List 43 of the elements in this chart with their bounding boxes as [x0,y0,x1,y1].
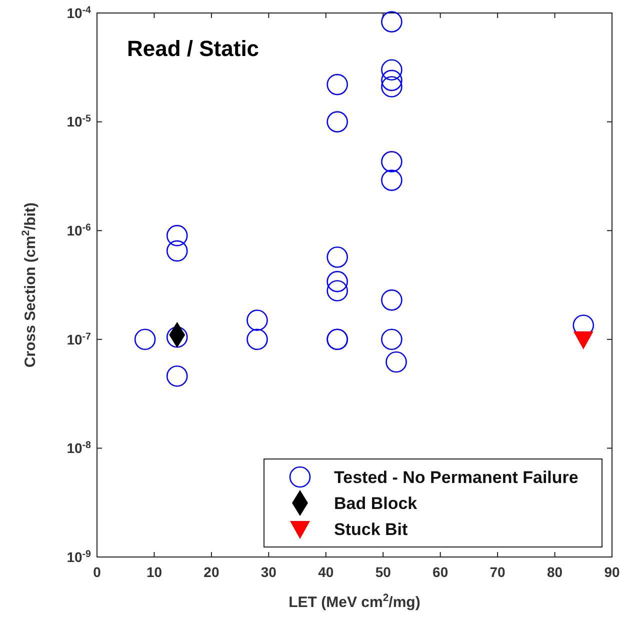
point [573,331,594,350]
x-tick-label: 60 [432,564,448,580]
point [381,59,402,81]
point [246,310,268,331]
point [381,328,402,350]
x-tick-label: 90 [604,564,620,580]
point [381,170,402,191]
legend-label: Tested - No Permanent Failure [334,468,578,487]
point [326,270,348,292]
point [134,328,156,350]
point [381,11,402,32]
x-tick-label: 10 [146,564,162,580]
y-tick-label: 10$^{-8}$ [66,440,92,456]
point [166,224,188,246]
point [326,280,348,302]
legend-label: Bad Block [334,494,418,513]
x-tick-label: 50 [375,564,392,580]
point [381,289,402,311]
point [246,328,268,350]
x-tick-label: 30 [260,564,277,580]
point [381,151,402,172]
x-tick-label: 0 [93,564,102,580]
point [386,351,407,373]
x-tick-label: 80 [546,564,563,580]
x-tick-label: 20 [204,564,220,580]
y-tick-label: 10$^{-7}$ [66,330,92,348]
x-tick-label: 40 [318,564,334,580]
point [166,326,188,348]
point [381,70,402,92]
point [166,365,188,387]
y-tick-label: 10$^{-6}$ [66,222,92,238]
y-tick-label: 10$^{-9}$ [66,548,92,565]
y-tick-label: 10$^{-5}$ [66,113,92,130]
point [381,76,402,98]
x-axis-title: LET (MeV cm$^{2}$/mg) [288,592,420,611]
x-tick-label: 70 [490,564,506,580]
point [326,246,348,268]
point [326,111,348,132]
legend-label: Stuck Bit [334,520,408,539]
point [166,240,188,262]
text: Read / Static [127,36,260,61]
y-tick-label: 10$^{-4}$ [66,4,92,21]
point [326,74,348,96]
